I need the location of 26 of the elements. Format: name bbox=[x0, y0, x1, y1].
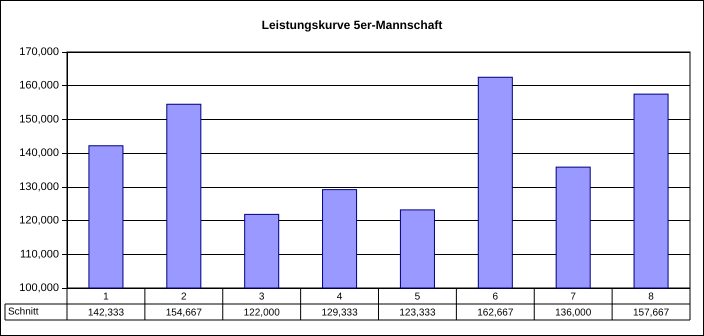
y-tick-label: 150,000 bbox=[19, 113, 59, 126]
data-label: 123,333 bbox=[399, 308, 436, 318]
x-tick-label: 5 bbox=[414, 292, 421, 302]
x-tick-label: 2 bbox=[181, 292, 188, 302]
x-tick-label: 7 bbox=[570, 292, 576, 302]
chart-title: Leistungskurve 5er-Mannschaft bbox=[262, 18, 442, 32]
y-tick-label: 110,000 bbox=[20, 248, 59, 260]
y-tick-label: 100,000 bbox=[19, 282, 59, 294]
text: Schnitt bbox=[8, 306, 39, 318]
data-label: 157,667 bbox=[632, 308, 670, 318]
y-tick-label: 130,000 bbox=[19, 180, 59, 193]
y-tick-label: 160,000 bbox=[19, 80, 59, 92]
data-label: 122,000 bbox=[244, 308, 280, 318]
data-label: 136,000 bbox=[555, 308, 592, 318]
x-tick-label: 6 bbox=[492, 292, 499, 302]
data-label: 162,667 bbox=[477, 308, 514, 318]
y-tick-label: 170,000 bbox=[19, 46, 59, 58]
x-tick-label: 8 bbox=[648, 292, 654, 302]
data-label: 142,333 bbox=[88, 308, 124, 318]
data-label: 129,333 bbox=[321, 308, 358, 318]
x-tick-label: 1 bbox=[103, 292, 110, 302]
y-tick-label: 140,000 bbox=[19, 147, 59, 160]
data-label: 154,667 bbox=[166, 308, 202, 318]
x-tick-label: 3 bbox=[258, 292, 265, 302]
x-tick-label: 4 bbox=[336, 292, 343, 302]
y-tick-label: 120,000 bbox=[19, 214, 59, 227]
